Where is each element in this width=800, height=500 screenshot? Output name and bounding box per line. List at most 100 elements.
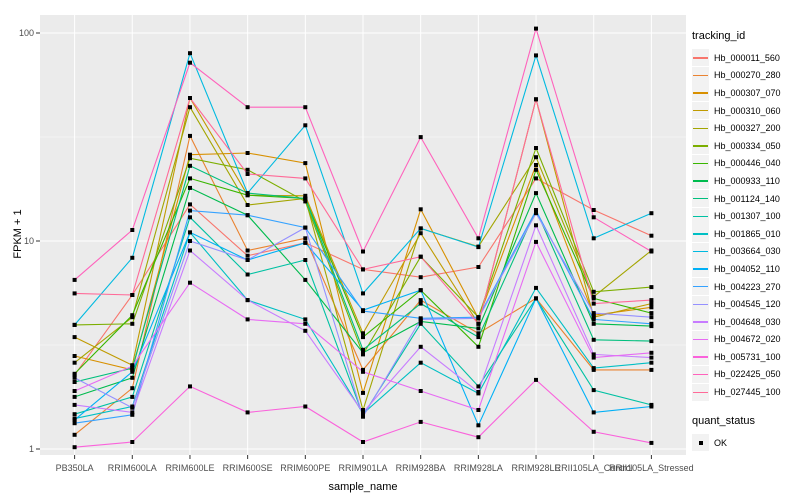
data-point-marker [130,375,135,380]
data-point-marker [72,380,77,384]
data-point-marker [591,208,596,212]
data-point-marker [476,335,481,340]
data-point-marker [361,249,365,254]
legend-item-Hb_003664_030: Hb_003664_030 [692,242,798,261]
data-point-marker [188,208,192,213]
legend-key-line-icon [692,172,709,190]
data-point-marker [72,322,77,327]
data-point-marker [188,156,192,161]
data-point-marker [130,228,135,232]
data-point-marker [476,245,481,250]
legend-key-line-icon [692,154,709,172]
legend-item-Hb_000270_280: Hb_000270_280 [692,66,798,85]
data-point-marker [303,161,308,166]
data-point-marker [188,239,192,243]
data-point-marker [591,355,596,360]
data-point-marker [361,347,365,352]
data-point-marker [649,211,654,216]
data-point-marker [418,321,423,326]
data-point-marker [130,321,135,326]
data-point-marker [303,240,308,245]
data-point-marker [591,315,596,320]
data-point-marker [534,146,538,150]
data-point-marker [591,410,596,415]
data-point-marker [649,355,654,360]
data-point-marker [476,390,481,394]
data-point-marker [591,337,596,342]
data-point-marker [72,354,77,358]
x-tick-label: RRII105LA_Control [554,463,633,473]
legend-key-line-icon [692,66,709,84]
legend-key-line-icon [692,225,709,243]
legend-item-Hb_004052_110: Hb_004052_110 [692,260,798,278]
data-point-marker [476,321,481,326]
legend-item-label: Hb_004648_030 [714,316,781,327]
data-point-marker [361,350,365,355]
data-point-marker [303,328,308,333]
data-point-marker [188,60,192,65]
data-point-marker [303,199,308,204]
data-point-marker [649,339,654,344]
x-tick-label: RRIM600SE [222,463,273,473]
data-point-marker [649,367,654,372]
data-point-marker [418,226,423,231]
data-point-marker [245,298,250,303]
data-point-marker [245,253,250,258]
x-tick-label: RRIM928LA [453,463,503,473]
legend-item-Hb_022425_050: Hb_022425_050 [692,365,798,384]
data-point-marker [130,293,135,297]
legend: tracking_id Hb_000011_560 Hb_000270_280 Hb… [692,30,798,452]
legend-key-square-icon [692,434,709,452]
legend-item-label: Hb_000011_560 [714,52,780,63]
data-point-marker [418,389,423,393]
data-point-marker [245,248,250,253]
data-point-marker [649,249,654,254]
legend-item-Hb_004223_270: Hb_004223_270 [692,278,798,296]
data-point-marker [534,211,538,216]
data-point-marker [188,105,192,110]
data-point-marker [303,321,308,326]
data-point-marker [303,277,308,282]
data-point-marker [591,366,596,371]
data-point-marker [245,172,250,176]
x-tick-label: RRII105LA_Stressed [609,463,694,473]
data-point-marker [130,386,135,391]
data-point-marker [72,291,77,296]
data-point-marker [361,369,365,374]
legend-key-line-icon [692,260,709,278]
legend-item-label: Hb_000334_050 [714,140,781,151]
data-point-marker [591,301,596,306]
data-point-marker [476,408,481,412]
data-point-marker [72,277,77,282]
data-point-marker [591,388,596,393]
legend-item-label: Hb_000933_110 [714,175,780,186]
data-point-marker [130,364,135,369]
data-point-marker [303,196,308,201]
data-point-marker [649,404,654,409]
legend-item-label: Hb_003664_030 [714,246,781,257]
x-tick-label: RRIM928LE [511,463,561,473]
legend-key-line-icon [692,365,709,383]
legend-item-label: Hb_000270_280 [714,70,781,81]
data-point-marker [130,410,135,415]
data-point-marker [649,305,654,310]
data-point-marker [188,202,192,207]
data-point-marker [245,272,250,277]
data-point-marker [534,26,538,31]
data-point-marker [245,151,250,155]
y-tick-label: 1 [28,443,34,454]
data-point-marker [245,203,250,207]
legend-item-label: Hb_004672_020 [714,334,781,345]
data-point-marker [476,265,481,269]
data-point-marker [591,352,596,357]
x-tick-label: RRIM600LE [165,463,215,473]
legend-key-line-icon [692,313,709,331]
data-point-marker [476,384,481,389]
data-point-marker [303,105,308,110]
data-point-marker [361,440,365,444]
data-point-marker [130,255,135,260]
data-point-marker [303,123,308,128]
data-point-marker [188,280,192,285]
data-point-marker [534,208,538,213]
